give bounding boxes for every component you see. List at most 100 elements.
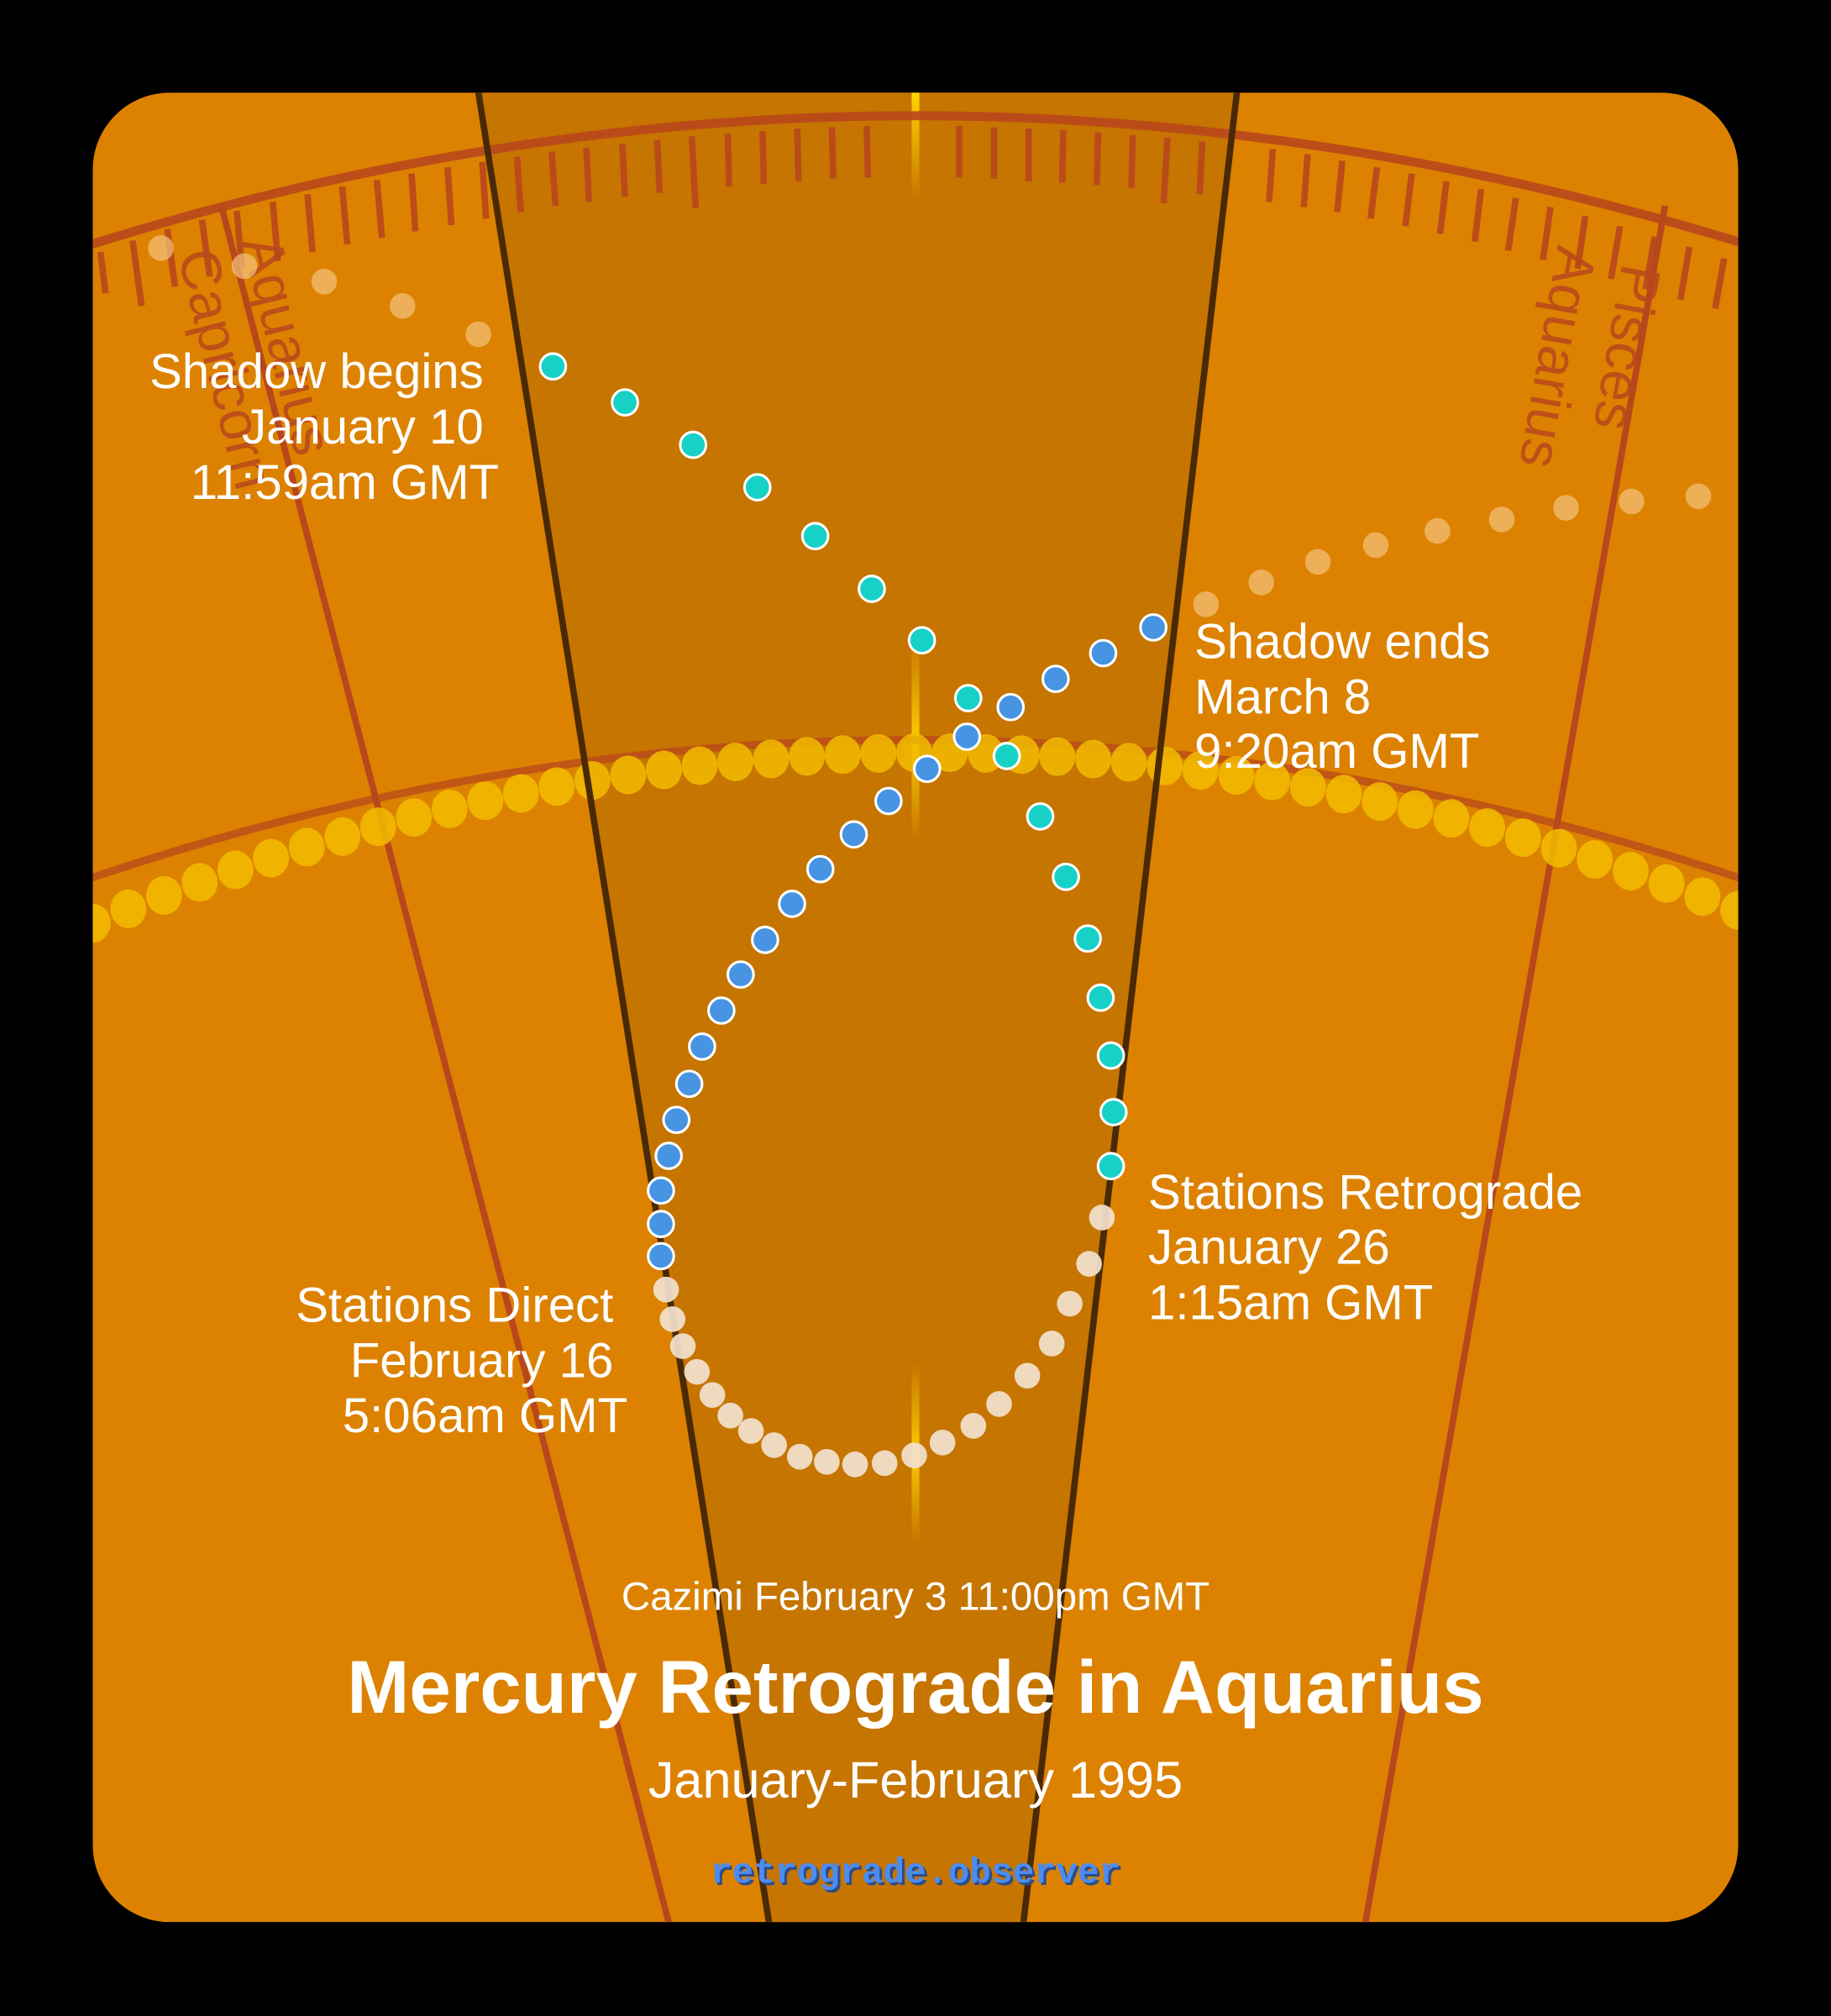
path-dot bbox=[726, 960, 755, 990]
path-dot bbox=[717, 1402, 743, 1429]
site-link[interactable]: retrograde.observer bbox=[711, 1852, 1121, 1893]
path-dot bbox=[538, 352, 568, 381]
path-dot bbox=[858, 575, 886, 603]
sun-dot bbox=[1110, 743, 1147, 782]
path-dot bbox=[654, 1142, 683, 1170]
sun-dot bbox=[1254, 761, 1291, 801]
path-dot bbox=[786, 1443, 813, 1470]
path-dot bbox=[1089, 1205, 1115, 1231]
path-dot bbox=[761, 1432, 787, 1458]
path-dot bbox=[996, 692, 1026, 722]
sun-dot bbox=[502, 774, 539, 813]
path-dot bbox=[952, 722, 982, 751]
path-dot bbox=[1086, 983, 1115, 1012]
path-dot bbox=[907, 626, 936, 655]
path-dot bbox=[814, 1449, 840, 1475]
path-dot bbox=[912, 754, 942, 784]
shadow-dots bbox=[538, 352, 1128, 1181]
sun-dot bbox=[860, 733, 897, 773]
shadow-ends-date: March 8 bbox=[1194, 669, 1371, 724]
sun-dot bbox=[359, 807, 396, 847]
sun-dot bbox=[1182, 751, 1219, 790]
sun-dot bbox=[1289, 768, 1326, 807]
cazimi-label: Cazimi February 3 11:00pm GMT bbox=[622, 1574, 1209, 1619]
stations-direct-title: Stations Direct bbox=[296, 1278, 613, 1332]
path-dot bbox=[674, 1069, 704, 1099]
path-dot bbox=[1304, 549, 1331, 575]
path-dot bbox=[874, 786, 903, 816]
path-dot bbox=[778, 890, 806, 918]
label-stations-retrograde: Stations Retrograde January 26 1:15am GM… bbox=[1148, 1165, 1582, 1331]
sun-dot bbox=[1039, 737, 1076, 776]
stations-retrograde-date: January 26 bbox=[1148, 1221, 1390, 1275]
path-dot bbox=[688, 1032, 716, 1061]
sun-dot bbox=[646, 750, 682, 790]
band-edge-right bbox=[1020, 92, 1241, 1923]
cazimi-marker-top bbox=[911, 92, 920, 202]
sun-dot bbox=[324, 817, 361, 856]
path-dot bbox=[800, 522, 830, 551]
path-dot bbox=[1362, 532, 1389, 559]
sun-dot bbox=[92, 904, 111, 942]
path-dot bbox=[465, 321, 491, 348]
path-dot bbox=[839, 820, 868, 849]
stations-retrograde-time: 1:15am GMT bbox=[1148, 1275, 1433, 1330]
path-dot bbox=[742, 473, 772, 501]
sun-dot bbox=[717, 743, 753, 781]
path-dot bbox=[659, 1306, 686, 1332]
path-dot bbox=[647, 1242, 675, 1271]
path-dot bbox=[1619, 488, 1645, 515]
path-dot bbox=[751, 926, 779, 954]
path-dot bbox=[842, 1452, 868, 1478]
stations-direct-time: 5:06am GMT bbox=[343, 1389, 627, 1443]
sun-dot bbox=[1613, 852, 1649, 891]
sun-dot bbox=[610, 755, 647, 795]
sun-dot bbox=[1684, 877, 1721, 916]
sun-dot bbox=[1648, 864, 1685, 903]
pre-shadow-dots bbox=[148, 235, 491, 348]
path-dot bbox=[1248, 570, 1275, 596]
diagram-title: Mercury Retrograde in Aquarius bbox=[347, 1646, 1483, 1729]
retrograde-band bbox=[478, 92, 1237, 1923]
band-edge-left bbox=[475, 92, 773, 1923]
sun-dot bbox=[1146, 746, 1183, 785]
shadow-begins-date: January 10 bbox=[242, 400, 484, 454]
label-shadow-ends: Shadow ends March 8 9:20am GMT bbox=[1194, 615, 1490, 779]
path-dot bbox=[311, 268, 338, 295]
path-dot bbox=[684, 1358, 711, 1385]
sun-dot bbox=[431, 789, 468, 828]
retrograde-dots bbox=[653, 1205, 1115, 1478]
ecliptic-ticks bbox=[97, 125, 1728, 310]
path-dot bbox=[647, 1176, 675, 1205]
path-dot bbox=[1096, 1041, 1125, 1070]
path-dot bbox=[953, 684, 983, 712]
path-dot bbox=[611, 388, 639, 417]
sun-dot bbox=[1397, 790, 1434, 829]
path-dot bbox=[1041, 664, 1070, 693]
post-retrograde-dots bbox=[647, 613, 1167, 1271]
label-stations-direct: Stations Direct February 16 5:06am GMT bbox=[296, 1278, 627, 1443]
path-dot bbox=[669, 1333, 696, 1359]
shadow-ends-title: Shadow ends bbox=[1194, 615, 1490, 669]
path-dot bbox=[662, 1105, 691, 1134]
path-dot bbox=[1089, 638, 1118, 668]
sun-dot bbox=[110, 890, 147, 928]
path-dot bbox=[389, 292, 416, 319]
path-dot bbox=[1193, 591, 1220, 617]
sun-dot bbox=[145, 875, 182, 915]
sun-dot bbox=[1218, 756, 1255, 795]
path-dot bbox=[653, 1276, 679, 1303]
path-dot bbox=[1014, 1362, 1041, 1389]
path-dot bbox=[231, 253, 258, 280]
path-dot bbox=[1139, 613, 1167, 642]
path-dot bbox=[901, 1442, 927, 1468]
post-shadow-dots bbox=[1193, 483, 1712, 617]
stations-direct-date: February 16 bbox=[350, 1333, 614, 1388]
sun-dot bbox=[1540, 828, 1577, 868]
path-dot bbox=[1026, 802, 1055, 831]
path-dot bbox=[1685, 483, 1712, 510]
sun-dot bbox=[1469, 808, 1506, 848]
path-dot bbox=[1076, 1251, 1102, 1277]
zodiac-boundary-right bbox=[1361, 205, 1669, 1923]
